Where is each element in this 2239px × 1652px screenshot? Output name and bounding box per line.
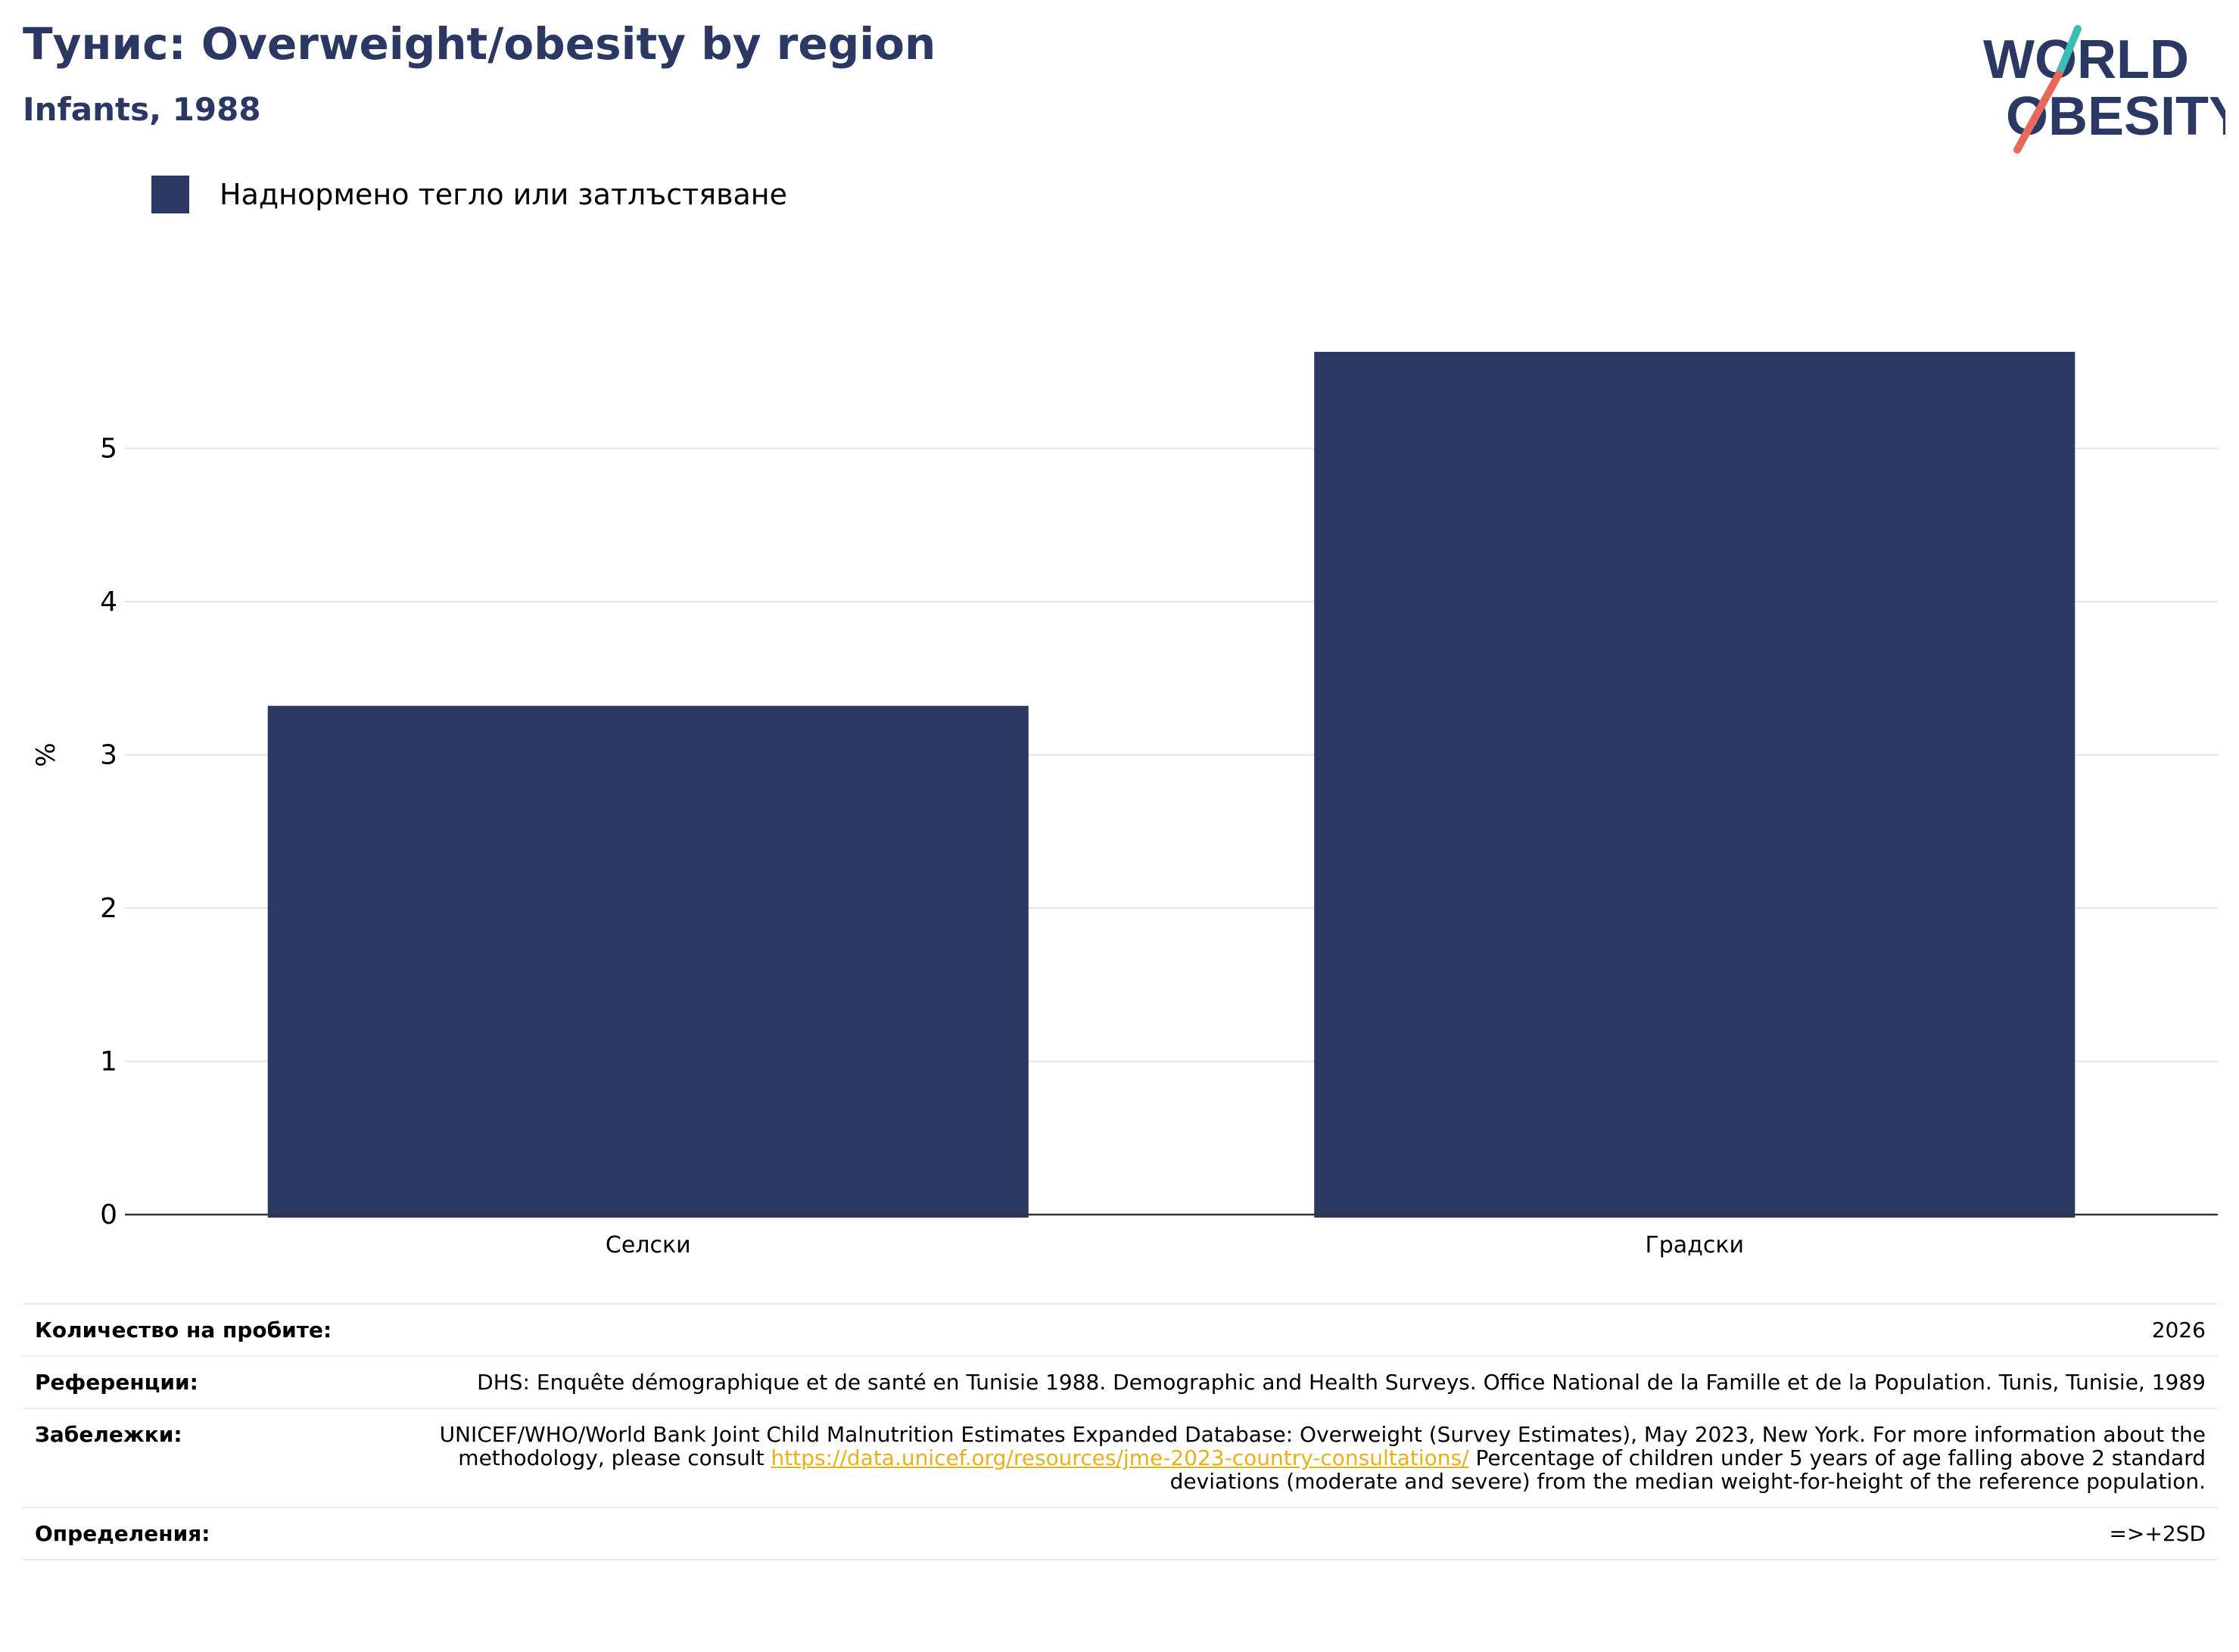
y-tick-label: 1 (100, 1047, 117, 1078)
bar-rural (267, 705, 1029, 1218)
y-tick-label: 3 (100, 740, 117, 771)
meta-row-sample-size: Количество на пробите: 2026 (23, 1303, 2218, 1355)
logo-slash-top (2055, 25, 2082, 78)
sample-size-value: 2026 (2151, 1318, 2206, 1342)
chart-subtitle: Infants, 1988 (23, 91, 261, 128)
references-value: DHS: Enquête démographique et de santé e… (477, 1370, 2206, 1395)
notes-value: UNICEF/WHO/World Bank Joint Child Malnut… (374, 1423, 2206, 1493)
bar-urban (1314, 351, 2076, 1218)
x-tick-label: Градски (1645, 1232, 1744, 1258)
notes-text-after: Percentage of children under 5 years of … (1169, 1445, 2206, 1494)
notes-label: Забележки: (35, 1422, 182, 1447)
sample-size-label: Количество на пробите: (35, 1318, 332, 1342)
meta-row-definitions: Определения: =>+2SD (23, 1507, 2218, 1560)
meta-row-notes: Забележки: UNICEF/WHO/World Bank Joint C… (23, 1408, 2218, 1507)
legend-swatch (151, 176, 189, 213)
legend-label: Наднормено тегло или затлъстяване (220, 178, 787, 211)
chart-title: Тунис: Overweight/obesity by region (23, 18, 936, 70)
bar-chart: 0 1 2 3 4 5% Селски Градски (31, 351, 2218, 1258)
methodology-link[interactable]: https://data.unicef.org/resources/jme-20… (771, 1445, 1469, 1470)
y-axis-label: % (31, 742, 61, 767)
references-label: Референции: (35, 1370, 198, 1395)
notes-text-before: UNICEF/WHO/World Bank Joint Child Malnut… (439, 1422, 2206, 1470)
definitions-value: =>+2SD (2109, 1521, 2206, 1546)
x-tick-label: Селски (606, 1232, 691, 1258)
y-tick-label: 5 (100, 434, 117, 465)
logo-text-world: WORLD (1983, 30, 2189, 90)
y-tick-label: 0 (100, 1199, 117, 1230)
meta-row-references: Референции: DHS: Enquête démographique e… (23, 1355, 2218, 1408)
legend: Наднормено тегло или затлъстяване (151, 176, 787, 213)
y-tick-label: 2 (100, 893, 117, 924)
y-tick-label: 4 (100, 586, 117, 618)
metadata-table: Количество на пробите: 2026 Референции: … (23, 1303, 2218, 1560)
world-obesity-logo: WORLD OBESITY (1983, 25, 2225, 154)
logo-slash-bottom (2013, 70, 2063, 154)
definitions-label: Определения: (35, 1521, 210, 1546)
